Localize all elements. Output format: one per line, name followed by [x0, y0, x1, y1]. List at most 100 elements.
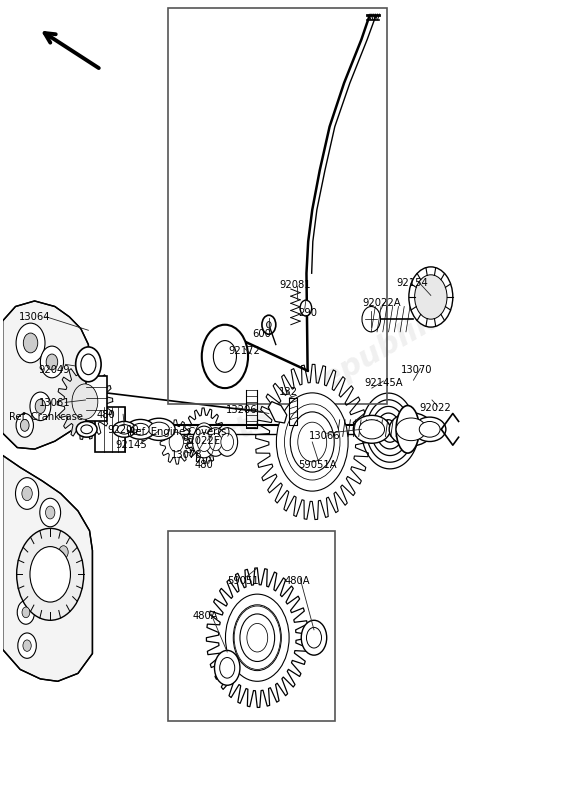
Text: 600: 600 — [253, 330, 272, 339]
Circle shape — [35, 399, 46, 414]
Circle shape — [22, 607, 30, 618]
Ellipse shape — [359, 420, 384, 439]
Ellipse shape — [205, 428, 226, 456]
Text: 13070: 13070 — [401, 365, 432, 375]
Text: 290: 290 — [298, 308, 317, 318]
Circle shape — [20, 419, 29, 431]
Circle shape — [213, 341, 237, 372]
Polygon shape — [268, 402, 287, 423]
Polygon shape — [184, 408, 224, 463]
Bar — [168, 8, 387, 404]
Text: 92172: 92172 — [228, 346, 260, 356]
Circle shape — [22, 486, 32, 501]
Ellipse shape — [240, 614, 274, 662]
Ellipse shape — [113, 422, 136, 438]
Text: 13206: 13206 — [225, 405, 257, 414]
Circle shape — [35, 578, 54, 603]
Ellipse shape — [290, 412, 334, 472]
Text: 480A: 480A — [193, 610, 218, 621]
Ellipse shape — [197, 433, 211, 451]
Circle shape — [30, 546, 71, 602]
Polygon shape — [206, 568, 308, 707]
Text: 92145: 92145 — [116, 440, 147, 450]
Text: 13066: 13066 — [310, 430, 341, 441]
Circle shape — [23, 640, 31, 651]
Polygon shape — [3, 455, 92, 682]
Circle shape — [415, 275, 447, 319]
Ellipse shape — [353, 415, 390, 443]
Circle shape — [409, 267, 453, 327]
Circle shape — [40, 585, 48, 596]
Ellipse shape — [276, 393, 348, 491]
Ellipse shape — [396, 406, 419, 453]
Text: 132: 132 — [279, 387, 298, 397]
Ellipse shape — [126, 419, 155, 439]
Ellipse shape — [193, 426, 215, 458]
Text: artSkeRepublik: artSkeRepublik — [200, 306, 442, 462]
Circle shape — [16, 414, 33, 438]
Circle shape — [46, 354, 58, 370]
Text: Ref. Engine Cover(s): Ref. Engine Cover(s) — [129, 426, 230, 437]
Ellipse shape — [148, 422, 169, 437]
Circle shape — [23, 333, 38, 353]
Text: 92154: 92154 — [396, 278, 428, 288]
Bar — [168, 530, 335, 721]
Text: 92022E: 92022E — [182, 436, 220, 446]
Text: 59051: 59051 — [227, 576, 259, 586]
Ellipse shape — [220, 658, 235, 678]
Ellipse shape — [77, 422, 97, 437]
Ellipse shape — [389, 413, 433, 446]
Circle shape — [233, 605, 281, 670]
Text: 13078: 13078 — [171, 450, 202, 461]
Text: 92145A: 92145A — [364, 378, 403, 387]
Circle shape — [16, 323, 45, 362]
Text: 59051A: 59051A — [298, 460, 336, 470]
Polygon shape — [3, 301, 89, 449]
Circle shape — [53, 538, 74, 566]
Circle shape — [194, 423, 213, 449]
Circle shape — [46, 506, 55, 519]
Circle shape — [18, 601, 34, 624]
Ellipse shape — [307, 627, 322, 648]
Text: 480A: 480A — [285, 576, 311, 586]
Ellipse shape — [419, 422, 440, 437]
Circle shape — [59, 546, 68, 558]
Circle shape — [17, 528, 84, 620]
Ellipse shape — [209, 434, 222, 450]
Circle shape — [201, 325, 248, 388]
Ellipse shape — [225, 594, 289, 682]
Circle shape — [18, 633, 36, 658]
Ellipse shape — [132, 423, 149, 435]
Text: 92200: 92200 — [107, 425, 138, 435]
Ellipse shape — [117, 425, 131, 434]
Text: 480: 480 — [195, 460, 214, 470]
Ellipse shape — [142, 418, 175, 441]
Text: 92022: 92022 — [419, 403, 451, 413]
Circle shape — [16, 478, 39, 510]
Text: 92049: 92049 — [39, 365, 70, 375]
Ellipse shape — [81, 354, 96, 374]
Ellipse shape — [247, 623, 267, 652]
Circle shape — [169, 432, 183, 452]
Text: 13064: 13064 — [19, 312, 50, 322]
Text: 13061: 13061 — [39, 398, 70, 408]
Ellipse shape — [221, 434, 234, 450]
Ellipse shape — [413, 417, 446, 442]
Bar — [95, 407, 126, 451]
Text: 92022A: 92022A — [363, 298, 401, 308]
Ellipse shape — [301, 620, 326, 655]
Ellipse shape — [76, 347, 101, 382]
Polygon shape — [160, 420, 193, 464]
Ellipse shape — [81, 425, 92, 434]
Ellipse shape — [234, 606, 280, 670]
Text: 92081: 92081 — [279, 280, 311, 290]
Circle shape — [286, 405, 339, 479]
Ellipse shape — [214, 650, 240, 686]
Polygon shape — [256, 364, 369, 519]
Circle shape — [72, 384, 98, 419]
Circle shape — [40, 346, 64, 378]
Circle shape — [262, 315, 276, 334]
Polygon shape — [57, 364, 113, 439]
Ellipse shape — [396, 418, 426, 441]
Ellipse shape — [298, 422, 326, 462]
